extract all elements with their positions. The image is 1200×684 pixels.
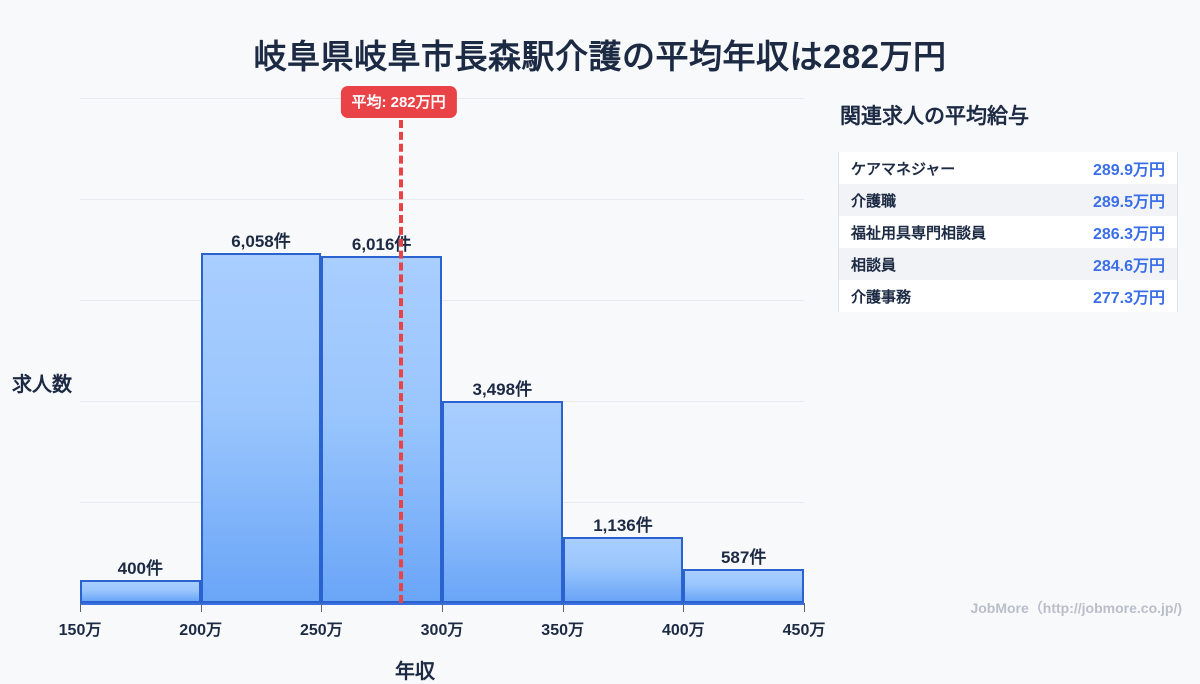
- histogram-bar: [562, 537, 684, 603]
- related-salary-panel: 関連求人の平均給与 ケアマネジャー 289.9万円介護職 289.5万円福祉用具専門…: [838, 100, 1178, 312]
- table-row: 相談員 284.6万円: [839, 248, 1177, 280]
- x-axis-tick-label: 250万: [299, 622, 343, 639]
- table-row-value: 289.5万円: [1092, 194, 1165, 211]
- table-row-label: 介護事務: [851, 288, 912, 306]
- histogram-bar: [683, 569, 804, 603]
- bar-value-label: 6,016件: [351, 234, 412, 254]
- average-marker-badge: 平均: 282万円: [340, 86, 457, 118]
- average-marker-line: [398, 120, 403, 603]
- related-salary-table: ケアマネジャー 289.9万円介護職 289.5万円福祉用具専門相談員 286.3万円…: [838, 152, 1178, 312]
- bar-value-label: 6,058件: [231, 232, 291, 252]
- bar-value-label: 400件: [117, 558, 164, 578]
- bar-value-label: 3,498件: [472, 380, 533, 400]
- table-row-value: 286.3万円: [1092, 226, 1165, 243]
- page-title: 岐阜県岐阜市長森駅介護の平均年収は282万円: [253, 38, 947, 75]
- table-row-value: 284.6万円: [1092, 258, 1165, 275]
- table-row-label: 相談員: [851, 256, 897, 274]
- x-axis-tick-label: 200万: [179, 622, 223, 639]
- x-axis-tick: [321, 603, 323, 612]
- histogram-bar: [321, 255, 442, 603]
- x-axis-tick-label: 400万: [661, 622, 705, 639]
- histogram-bar: [80, 579, 201, 603]
- table-row: ケアマネジャー 289.9万円: [839, 152, 1177, 184]
- gridline: [80, 300, 804, 301]
- table-row: 福祉用具専門相談員 286.3万円: [839, 216, 1177, 248]
- gridline: [80, 199, 804, 200]
- table-row: 介護職 289.5万円: [839, 184, 1177, 216]
- table-row-label: ケアマネジャー: [851, 160, 956, 178]
- related-salary-heading: 関連求人の平均給与: [840, 105, 1029, 128]
- x-axis-tick: [562, 603, 564, 612]
- histogram-bar: [200, 253, 322, 603]
- table-row: 介護事務 277.3万円: [839, 280, 1177, 312]
- histogram-chart: 求人数 400件 6,058件 6,016件 3,498件 1,136件 587件 150万…: [0, 86, 830, 683]
- histogram-bar: [442, 401, 563, 603]
- x-axis-tick: [683, 603, 685, 612]
- bar-value-label: 1,136件: [593, 516, 653, 536]
- table-row-label: 介護職: [851, 192, 897, 210]
- x-axis-tick: [804, 603, 805, 612]
- table-row-label: 福祉用具専門相談員: [851, 224, 987, 242]
- x-axis-tick: [442, 603, 443, 612]
- x-axis-tick: [80, 603, 81, 612]
- x-axis-tick-label: 350万: [541, 622, 585, 639]
- infographic-page: 岐阜県岐阜市長森駅介護の平均年収は282万円 求人数 400件 6,058件 6,0…: [0, 38, 1182, 683]
- table-row-value: 289.9万円: [1092, 162, 1165, 179]
- y-axis-title: 求人数: [12, 374, 72, 396]
- plot-area: 400件 6,058件 6,016件 3,498件 1,136件 587件 150万 200万…: [59, 86, 825, 639]
- footer-attribution: JobMore（http://jobmore.co.jp/): [970, 600, 1182, 616]
- x-axis-tick-label: 450万: [782, 622, 826, 639]
- bar-value-label: 587件: [720, 548, 767, 568]
- table-row-value: 277.3万円: [1092, 290, 1165, 307]
- x-axis-tick-label: 150万: [58, 622, 102, 639]
- x-axis-tick-label: 300万: [420, 622, 464, 639]
- x-axis-title: 年収: [395, 661, 435, 683]
- x-axis-tick: [200, 603, 202, 612]
